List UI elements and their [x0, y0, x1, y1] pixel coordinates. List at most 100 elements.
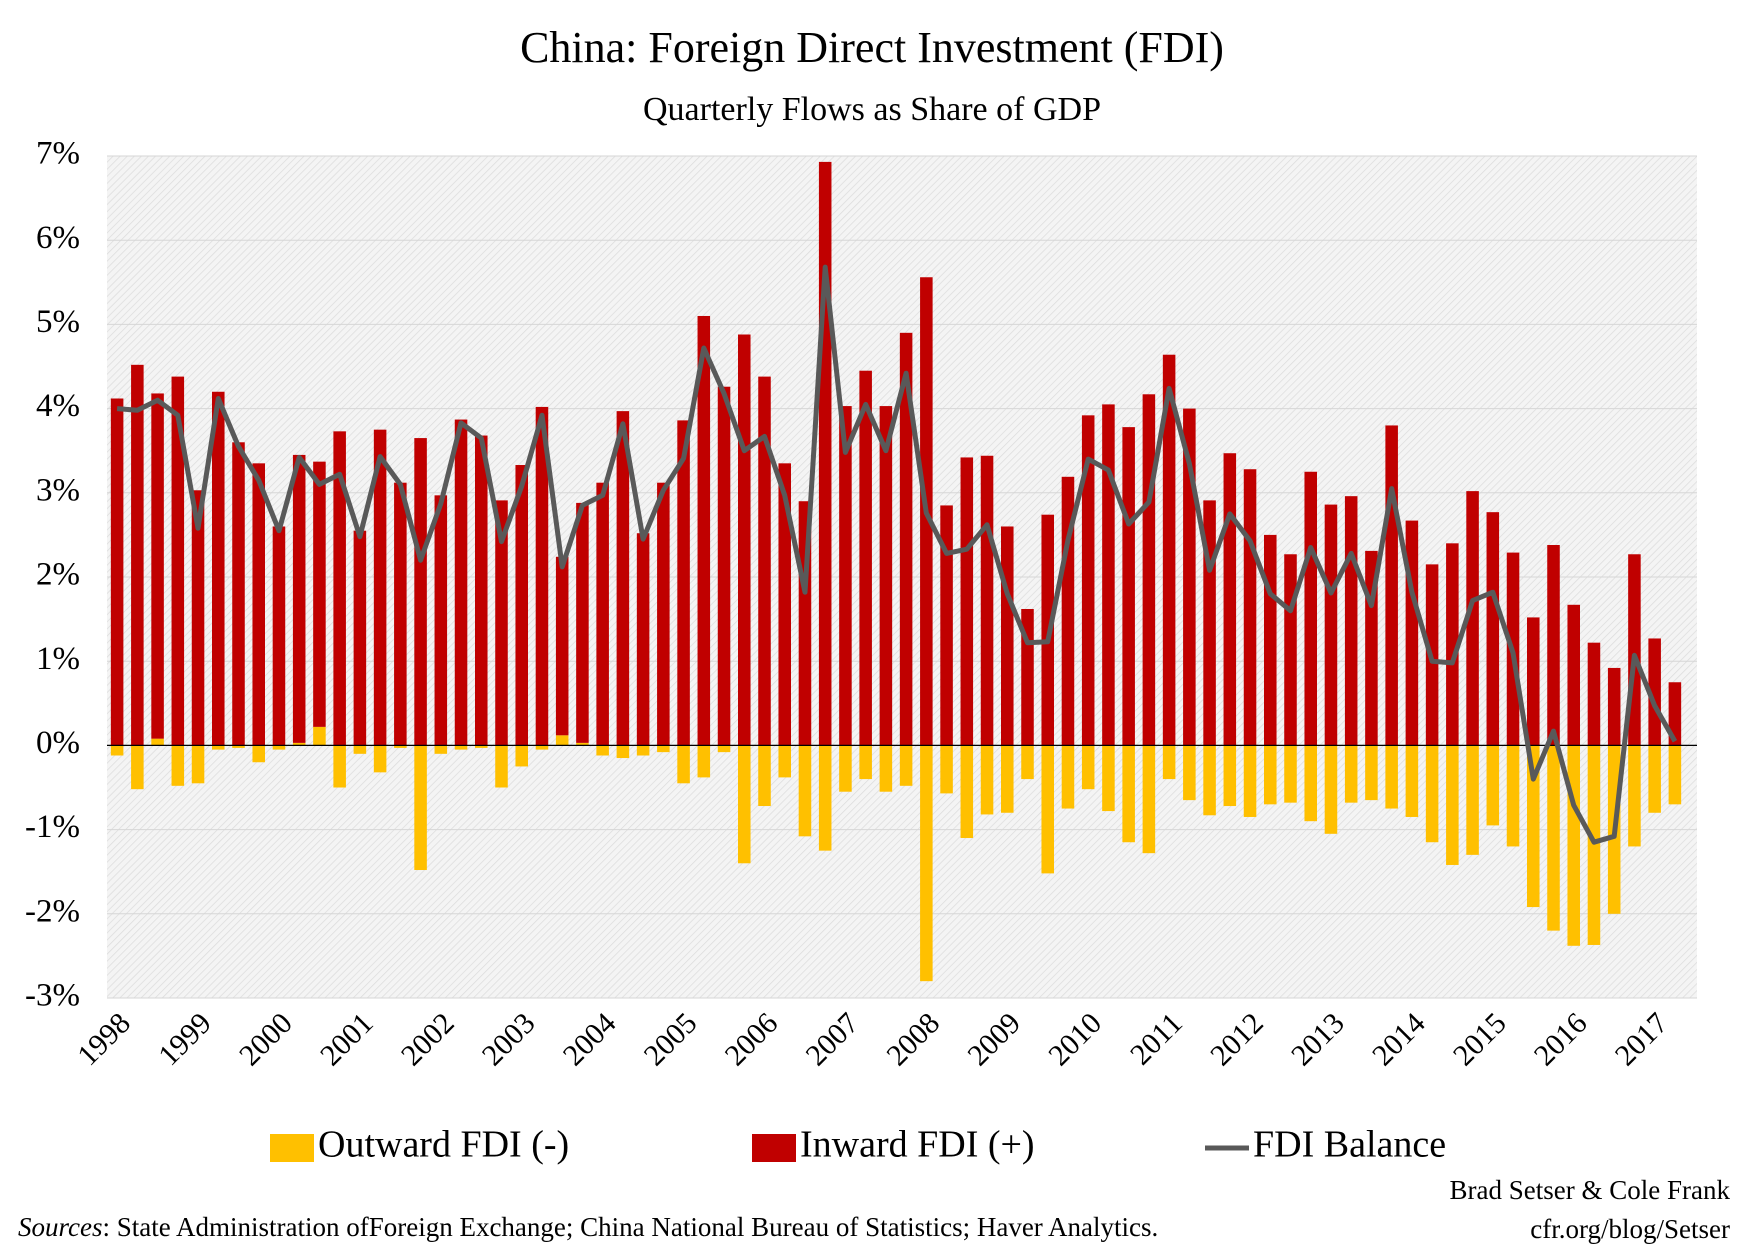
bar	[737, 334, 751, 746]
bar	[818, 161, 832, 746]
bar	[292, 742, 306, 746]
bar	[940, 505, 953, 746]
bar	[1648, 638, 1661, 746]
y-tick-label: 3%	[36, 472, 80, 508]
bar	[1102, 404, 1115, 746]
bar	[1466, 745, 1479, 855]
bar	[596, 745, 609, 756]
bar	[495, 745, 508, 788]
bar	[1547, 545, 1560, 746]
bar	[717, 386, 731, 746]
bar	[110, 398, 124, 746]
sources: Sources: State Administration ofForeign …	[18, 1212, 1158, 1242]
x-tick-label: 2002	[395, 1006, 461, 1072]
x-tick-label: 2007	[799, 1006, 865, 1072]
bar	[839, 406, 852, 746]
bar	[960, 745, 974, 839]
bar	[394, 482, 407, 746]
bar	[110, 745, 124, 756]
bar	[1628, 745, 1641, 847]
bar	[1000, 745, 1014, 813]
bar	[576, 742, 589, 746]
bar	[313, 726, 326, 746]
bar	[737, 745, 751, 864]
x-tick-label: 2003	[476, 1006, 542, 1072]
bar	[232, 745, 245, 748]
bar	[1547, 745, 1560, 931]
bar	[1081, 745, 1095, 790]
x-tick-label: 2004	[557, 1006, 623, 1072]
legend-swatch	[270, 1134, 314, 1162]
bar	[758, 745, 771, 807]
legend-label: FDI Balance	[1253, 1124, 1446, 1166]
bar	[980, 455, 994, 746]
x-tick-label: 2011	[1124, 1006, 1189, 1071]
x-tick-label: 2005	[638, 1006, 704, 1072]
bar	[636, 533, 650, 746]
bar	[778, 745, 792, 778]
bar	[313, 461, 326, 727]
bar	[1385, 745, 1398, 809]
bar	[515, 465, 529, 746]
bar	[454, 745, 468, 750]
bar	[1526, 617, 1540, 746]
legend-label: Outward FDI (-)	[318, 1124, 569, 1166]
bar	[616, 745, 630, 759]
bar	[1405, 745, 1419, 817]
bar	[252, 463, 266, 746]
x-tick-label: 2009	[961, 1006, 1027, 1072]
bar	[697, 315, 711, 746]
bar	[555, 735, 569, 746]
y-tick-label: 5%	[36, 304, 80, 340]
bar	[1243, 745, 1257, 817]
bar	[1668, 745, 1682, 805]
y-tick-label: 4%	[36, 388, 80, 424]
bar	[697, 745, 711, 778]
bar	[474, 435, 488, 746]
bar	[1122, 745, 1135, 843]
bar	[1425, 745, 1439, 843]
bar	[839, 745, 852, 792]
bar	[1183, 745, 1196, 801]
bar	[1223, 745, 1237, 807]
bar	[657, 745, 670, 753]
bar	[758, 376, 771, 746]
bar	[535, 406, 549, 746]
bar	[1607, 667, 1621, 746]
bar	[292, 454, 306, 743]
bar	[272, 526, 286, 746]
bar	[1203, 745, 1216, 816]
bar	[1344, 745, 1358, 803]
bar	[211, 745, 225, 750]
x-tick-label: 2000	[233, 1006, 299, 1072]
bar	[1506, 745, 1520, 847]
bar	[657, 482, 670, 746]
bar	[1385, 425, 1398, 746]
bar	[1284, 745, 1297, 803]
bar	[191, 745, 205, 784]
legend-swatch	[752, 1134, 796, 1162]
y-tick-label: 2%	[36, 557, 80, 593]
bar	[131, 364, 144, 746]
x-tick-label: 1998	[71, 1006, 137, 1072]
x-tick-label: 2017	[1609, 1006, 1675, 1072]
y-tick-label: -3%	[25, 978, 80, 1014]
bar	[1263, 745, 1277, 805]
bar	[980, 745, 994, 815]
bar	[1263, 534, 1277, 746]
bar	[232, 442, 245, 746]
bar	[373, 745, 387, 773]
x-tick-label: 2015	[1447, 1006, 1513, 1072]
bar	[1648, 745, 1661, 813]
bar	[434, 745, 448, 754]
bar	[899, 745, 913, 786]
bar	[1243, 469, 1257, 746]
x-tick-label: 2012	[1204, 1006, 1270, 1072]
x-tick-label: 2001	[314, 1006, 380, 1072]
bar	[1466, 491, 1479, 746]
bar	[1324, 504, 1338, 746]
x-tick-label: 2014	[1366, 1006, 1432, 1072]
bar	[1041, 745, 1055, 874]
legend-label: Inward FDI (+)	[800, 1124, 1035, 1166]
